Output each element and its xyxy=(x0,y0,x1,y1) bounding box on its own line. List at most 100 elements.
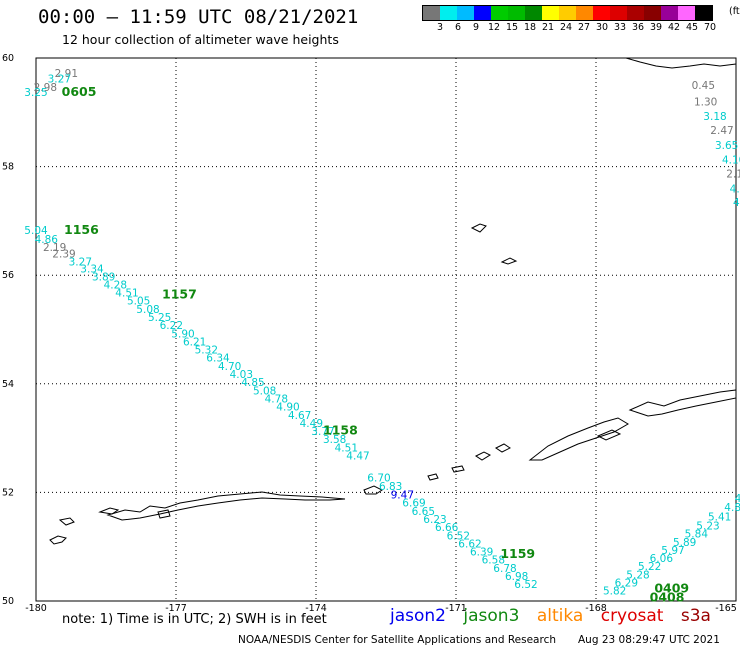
wave-height-value: 6.98 xyxy=(505,571,528,583)
mission-altika: altika xyxy=(536,606,584,626)
legend-swatch xyxy=(627,6,644,20)
wave-height-value: 4 xyxy=(735,493,740,505)
mission-s3a: s3a xyxy=(680,606,711,626)
wave-height-value: 0.45 xyxy=(692,80,715,92)
wave-height-value: 4.28 xyxy=(104,279,127,291)
pass-time-label: 0409 xyxy=(654,581,689,596)
wave-height-value: 5.22 xyxy=(638,561,661,573)
wave-height-value: 6.66 xyxy=(435,522,459,534)
legend-label: 24 xyxy=(559,22,573,33)
wave-height-value: 4.51 xyxy=(115,288,138,300)
wave-height-value: 6.78 xyxy=(493,563,516,575)
generated-timestamp: Aug 23 08:29:47 UTC 2021 xyxy=(578,634,720,646)
pass-time-label: 1159 xyxy=(500,546,535,561)
legend-labels: 3 6 9 12 15 18 21 24 27 30 33 36 39 42 45 70 xyxy=(422,21,717,35)
credit-line: NOAA/NESDIS Center for Satellite Applica… xyxy=(238,634,556,646)
wave-height-value: 5.08 xyxy=(253,385,276,397)
legend-swatch xyxy=(576,6,593,20)
x-tick-labels: -180 -177 -174 -171 -168 -165 xyxy=(25,603,737,614)
legend-swatch xyxy=(508,6,525,20)
legend-swatch xyxy=(440,6,457,20)
mission-jason3: jason3 xyxy=(463,606,520,626)
wave-height-value: 4.86 xyxy=(35,234,59,246)
wave-height-value: 6.62 xyxy=(458,538,481,550)
aleutian-island xyxy=(363,485,383,495)
mission-cryosat: cryosat xyxy=(600,606,664,626)
wave-height-value: 6.34 xyxy=(206,353,230,365)
aleutian-island xyxy=(98,507,120,515)
wave-height-value: 6.70 xyxy=(367,473,390,485)
wave-height-value: 2.91 xyxy=(55,68,78,80)
aleutian-island xyxy=(451,465,465,473)
wave-height-value: 2.47 xyxy=(710,125,733,137)
legend-swatch xyxy=(491,6,508,20)
legend-swatch xyxy=(678,6,695,20)
legend-label: 6 xyxy=(454,22,462,33)
y-tick-labels: 50 52 54 56 58 60 xyxy=(2,53,14,607)
legend-swatch xyxy=(610,6,627,20)
legend-label: 33 xyxy=(613,22,627,33)
pass-time-label: 0408 xyxy=(650,590,685,605)
aleutian-island xyxy=(596,429,622,441)
aleutian-island xyxy=(58,517,75,526)
wave-height-value: 3.18 xyxy=(703,111,726,123)
legend-label: 36 xyxy=(631,22,645,33)
legend-swatch xyxy=(457,6,474,20)
wave-height-value: 4.78 xyxy=(265,393,288,405)
wave-height-value: 6.52 xyxy=(447,530,470,542)
pribilof-island xyxy=(500,257,518,265)
wave-height-value: 3.77 xyxy=(311,426,334,438)
alaska-peninsula xyxy=(628,389,737,417)
wave-height-value: 4.1 xyxy=(730,183,740,195)
y-tick-label: 60 xyxy=(2,53,14,64)
wave-height-value: 3.25 xyxy=(24,87,47,99)
wave-height-value: 5.89 xyxy=(673,537,696,549)
legend-swatch xyxy=(559,6,576,20)
wave-height-value: 6.52 xyxy=(514,579,537,591)
x-tick-label: -180 xyxy=(25,603,47,614)
pass-time-label: 1157 xyxy=(162,287,197,302)
mission-legend: jason2 jason3 altika cryosat s3a xyxy=(390,606,723,626)
y-tick-label: 50 xyxy=(2,596,14,607)
wave-height-value: 3.34 xyxy=(80,264,104,276)
grid-lines xyxy=(35,57,737,602)
wave-height-value: 2.98 xyxy=(34,82,57,94)
wave-height-value: 4.47 xyxy=(346,450,369,462)
wave-height-value: 4.49 xyxy=(300,418,323,430)
pass-time-label: 1158 xyxy=(323,422,358,437)
pass-time-label: 0605 xyxy=(62,84,97,99)
wave-height-value: 1.30 xyxy=(694,96,717,108)
y-tick-label: 58 xyxy=(2,162,14,173)
wave-height-value: 6.39 xyxy=(470,547,493,559)
wave-height-value: 3.58 xyxy=(323,434,346,446)
x-tick-label: -174 xyxy=(305,603,327,614)
wave-height-value: 5.84 xyxy=(685,529,709,541)
wave-height-value: 6.21 xyxy=(183,336,206,348)
legend-label: 39 xyxy=(649,22,663,33)
wave-height-value: 3.27 xyxy=(48,74,71,86)
legend-label: 42 xyxy=(667,22,681,33)
wave-height-value: 6.83 xyxy=(379,481,402,493)
wave-height-value: 4. xyxy=(733,197,740,209)
y-tick-label: 54 xyxy=(2,379,14,390)
wave-height-value: 5.90 xyxy=(171,328,194,340)
legend-label: 70 xyxy=(703,22,717,33)
legend-label: 21 xyxy=(541,22,555,33)
legend-label: 45 xyxy=(685,22,699,33)
aleutian-island xyxy=(475,451,492,461)
wave-height-value: 2.11 xyxy=(726,169,740,181)
wave-height-value: 5.82 xyxy=(603,586,626,598)
wave-height-value: 6.69 xyxy=(402,498,425,510)
legend-swatch xyxy=(474,6,491,20)
legend-label: 9 xyxy=(472,22,480,33)
wave-height-value: 4.89 xyxy=(724,502,740,514)
wave-height-value: 9.47 xyxy=(391,490,414,502)
wave-height-value: 4.51 xyxy=(335,442,358,454)
x-tick-label: -171 xyxy=(445,603,467,614)
wave-height-value: 5.04 xyxy=(24,225,48,237)
legend-swatch xyxy=(695,6,712,20)
wave-height-value: 3.89 xyxy=(92,271,115,283)
legend-label: 27 xyxy=(577,22,591,33)
